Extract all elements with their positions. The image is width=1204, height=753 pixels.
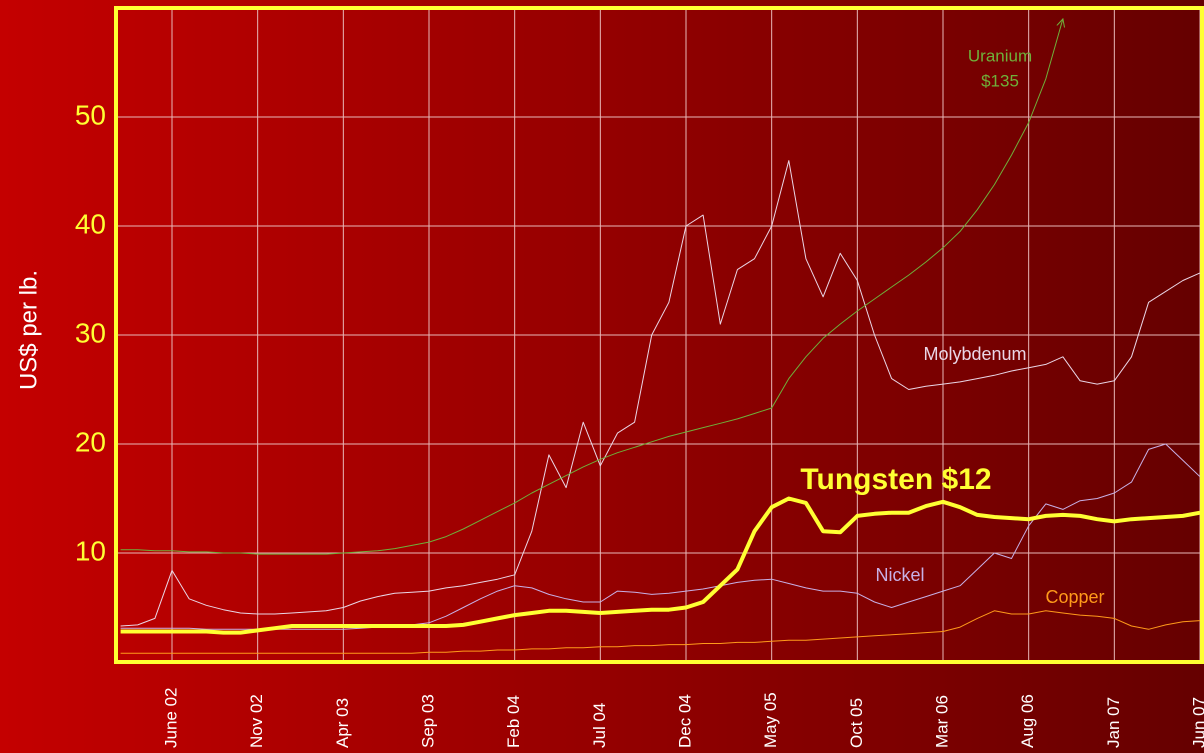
series-annotation: $135 xyxy=(981,71,1019,90)
y-axis-title: US$ per lb. xyxy=(15,270,42,390)
x-tick-label: Jul 04 xyxy=(590,703,609,748)
series-line xyxy=(120,160,1201,627)
x-tick-label: Oct 05 xyxy=(847,698,866,748)
series-label: Uranium xyxy=(968,46,1032,65)
plot-border xyxy=(114,6,1204,664)
x-tick-label: Aug 06 xyxy=(1018,694,1037,748)
x-tick-label: May 05 xyxy=(761,692,780,748)
series-line xyxy=(120,610,1201,654)
series-label: Nickel xyxy=(875,565,924,585)
x-tick-label: Jan 07 xyxy=(1104,697,1123,748)
series-label: Tungsten $12 xyxy=(800,463,991,496)
x-tick-label: Jun 07 xyxy=(1189,697,1204,748)
series-line xyxy=(120,19,1063,555)
series-label: Copper xyxy=(1045,587,1104,607)
y-tick-label: 10 xyxy=(75,535,106,566)
y-tick-label: 40 xyxy=(75,208,106,239)
x-tick-label: Nov 02 xyxy=(247,694,266,748)
y-tick-label: 30 xyxy=(75,317,106,348)
x-tick-label: Sep 03 xyxy=(418,694,437,748)
series-line xyxy=(120,496,1201,635)
y-tick-label: 50 xyxy=(75,99,106,130)
series-line xyxy=(120,443,1201,630)
series-label: Molybdenum xyxy=(923,344,1026,364)
x-tick-label: June 02 xyxy=(161,688,180,749)
y-tick-label: 20 xyxy=(75,426,106,457)
x-tick-label: Dec 04 xyxy=(675,694,694,748)
x-tick-label: Mar 06 xyxy=(932,695,951,748)
x-tick-label: Feb 04 xyxy=(504,695,523,748)
x-tick-label: Apr 03 xyxy=(333,698,352,748)
